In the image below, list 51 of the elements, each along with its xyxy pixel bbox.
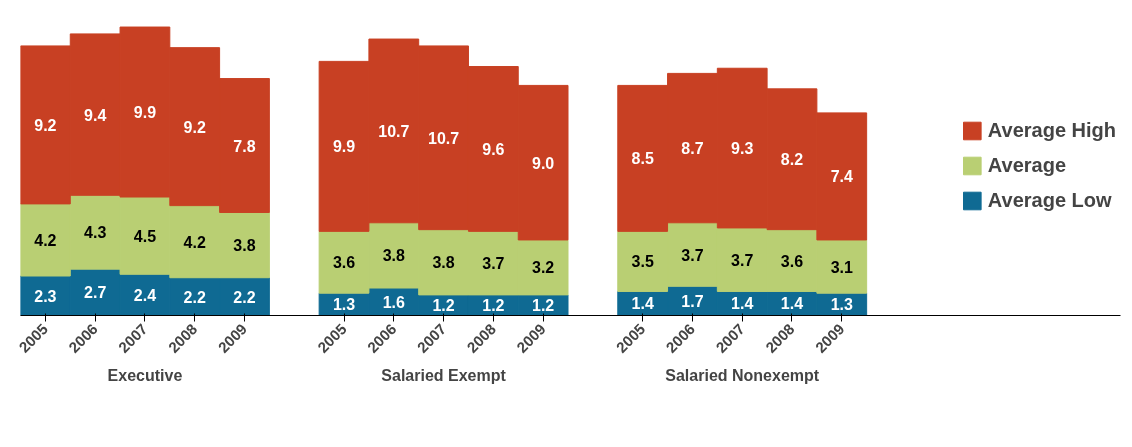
data-label: 4.2: [183, 233, 206, 251]
data-label: 3.8: [432, 254, 455, 272]
data-label: 1.2: [482, 297, 505, 315]
data-label: 10.7: [378, 122, 410, 140]
legend-label: Average Low: [987, 188, 1112, 212]
data-label: 10.7: [428, 129, 460, 147]
data-label: 4.5: [133, 227, 157, 245]
data-label: 9.6: [482, 140, 505, 158]
data-label: 3.8: [382, 247, 406, 265]
data-label: 1.2: [532, 297, 555, 315]
data-label: 9.9: [133, 104, 157, 122]
data-label: 3.8: [233, 237, 256, 255]
data-label: 3.7: [482, 255, 505, 273]
data-label: 3.7: [681, 246, 704, 264]
data-label: 4.3: [84, 224, 107, 242]
data-label: 2.7: [84, 284, 107, 302]
data-label: 2.2: [233, 288, 256, 306]
data-label: 1.4: [780, 295, 804, 313]
data-label: 9.0: [532, 154, 555, 172]
text: Salaried Exempt: [381, 366, 507, 384]
data-label: 1.3: [332, 296, 356, 314]
data-label: 7.8: [233, 137, 256, 155]
data-label: 7.4: [830, 168, 853, 186]
legend-label: Average High: [987, 118, 1116, 142]
data-label: 9.3: [731, 140, 754, 158]
data-label: 8.2: [780, 151, 804, 169]
data-label: 8.7: [681, 140, 704, 158]
data-label: 2.2: [183, 288, 206, 306]
data-label: 3.7: [731, 251, 754, 269]
data-label: 3.6: [780, 252, 804, 270]
text: Executive: [107, 366, 183, 384]
data-label: 9.9: [332, 138, 356, 156]
data-label: 1.3: [830, 296, 853, 314]
data-label: 2.4: [133, 286, 157, 304]
data-label: 3.5: [631, 253, 654, 271]
data-label: 3.2: [532, 259, 555, 277]
data-label: 9.2: [34, 116, 57, 134]
data-label: 9.2: [183, 118, 206, 136]
data-label: 9.4: [84, 106, 107, 124]
data-label: 8.5: [631, 150, 654, 168]
data-label: 3.6: [332, 254, 356, 272]
data-label: 2.3: [34, 287, 57, 305]
data-label: 1.2: [432, 297, 455, 315]
legend-label: Average: [987, 153, 1067, 177]
data-label: 1.4: [731, 295, 754, 313]
data-label: 1.4: [631, 295, 654, 313]
data-label: 4.2: [34, 231, 57, 249]
data-label: 3.1: [830, 258, 853, 276]
data-label: 1.7: [681, 292, 704, 310]
data-label: 1.6: [382, 293, 406, 311]
text: Salaried Nonexempt: [665, 366, 820, 384]
